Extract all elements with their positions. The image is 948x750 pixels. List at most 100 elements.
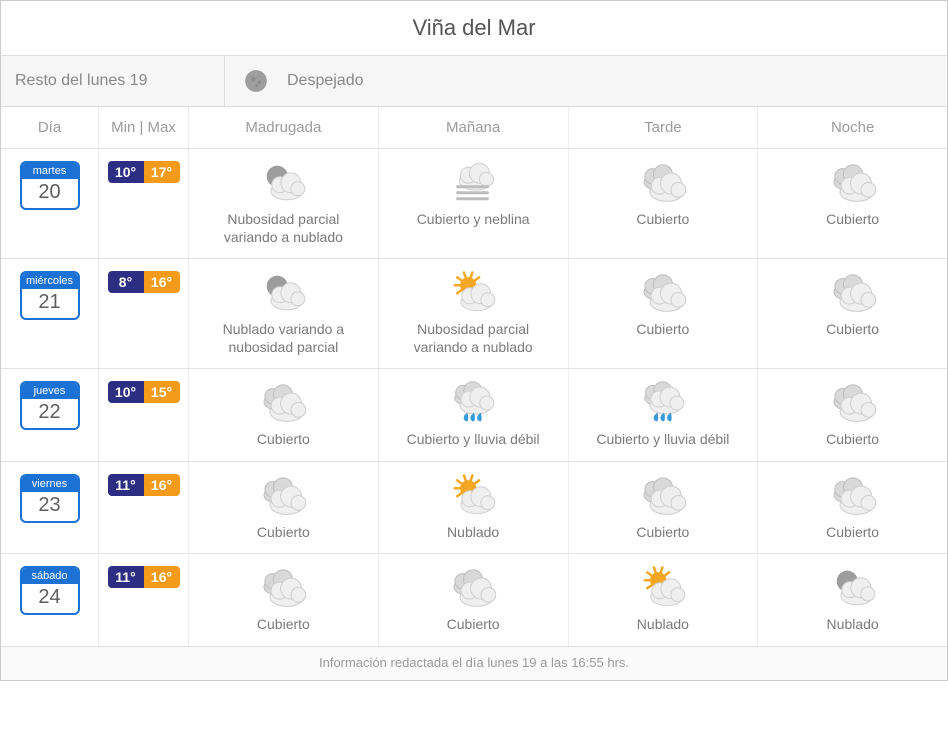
temp-min: 11° bbox=[108, 474, 144, 496]
temp-max: 15° bbox=[144, 381, 180, 403]
header-part-2: Tarde bbox=[569, 107, 759, 148]
temp-min: 10° bbox=[108, 381, 144, 403]
date-dow: viernes bbox=[22, 476, 78, 492]
forecast-row: martes 20 10° 17° Nubosidad parcial vari… bbox=[1, 149, 947, 259]
sun-cloud-icon bbox=[383, 267, 564, 317]
day-cell: miércoles 21 bbox=[1, 259, 99, 368]
overcast-icon bbox=[762, 470, 943, 520]
daypart-cell: Cubierto bbox=[569, 259, 759, 368]
daypart-desc: Nublado variando a nubosidad parcial bbox=[193, 317, 374, 356]
date-chip: sábado 24 bbox=[20, 566, 80, 615]
date-num: 23 bbox=[22, 492, 78, 521]
overcast-icon bbox=[573, 470, 754, 520]
current-condition-label: Despejado bbox=[287, 72, 364, 90]
sun-cloud-icon bbox=[573, 562, 754, 612]
daypart-cell: Cubierto y neblina bbox=[379, 149, 569, 258]
temp-cell: 10° 15° bbox=[99, 369, 189, 461]
date-num: 21 bbox=[22, 289, 78, 318]
temp-cell: 11° 16° bbox=[99, 462, 189, 554]
forecast-row: miércoles 21 8° 16° Nublado variando a n… bbox=[1, 259, 947, 369]
temp-min: 8° bbox=[108, 271, 144, 293]
daypart-cell: Cubierto bbox=[758, 259, 947, 368]
forecast-header-row: Día Min | Max Madrugada Mañana Tarde Noc… bbox=[1, 107, 947, 149]
daypart-cell: Cubierto bbox=[569, 462, 759, 554]
forecast-row: jueves 22 10° 15° Cubierto bbox=[1, 369, 947, 462]
daypart-desc: Nublado bbox=[762, 612, 943, 634]
day-cell: sábado 24 bbox=[1, 554, 99, 646]
overcast-icon bbox=[573, 157, 754, 207]
day-cell: martes 20 bbox=[1, 149, 99, 258]
rain-icon bbox=[573, 377, 754, 427]
date-dow: miércoles bbox=[22, 273, 78, 289]
day-cell: jueves 22 bbox=[1, 369, 99, 461]
daypart-desc: Cubierto bbox=[762, 207, 943, 229]
temp-max: 16° bbox=[144, 271, 180, 293]
overcast-icon bbox=[193, 470, 374, 520]
date-chip: viernes 23 bbox=[20, 474, 80, 523]
daypart-desc: Cubierto bbox=[762, 427, 943, 449]
weather-widget: Viña del Mar Resto del lunes 19 Despejad… bbox=[0, 0, 948, 681]
forecast-days: martes 20 10° 17° Nubosidad parcial vari… bbox=[1, 149, 947, 646]
temp-min: 11° bbox=[108, 566, 144, 588]
date-chip: jueves 22 bbox=[20, 381, 80, 430]
overcast-icon bbox=[383, 562, 564, 612]
date-chip: miércoles 21 bbox=[20, 271, 80, 320]
header-part-0: Madrugada bbox=[189, 107, 379, 148]
overcast-icon bbox=[573, 267, 754, 317]
temp-chip: 8° 16° bbox=[108, 271, 180, 293]
daypart-desc: Cubierto bbox=[193, 427, 374, 449]
header-part-3: Noche bbox=[758, 107, 947, 148]
daypart-cell: Cubierto bbox=[379, 554, 569, 646]
date-dow: sábado bbox=[22, 568, 78, 584]
overcast-icon bbox=[762, 267, 943, 317]
current-condition: Despejado bbox=[225, 56, 947, 106]
temp-max: 17° bbox=[144, 161, 180, 183]
daypart-cell: Nublado bbox=[379, 462, 569, 554]
daypart-cell: Nublado bbox=[569, 554, 759, 646]
daypart-cell: Cubierto bbox=[569, 149, 759, 258]
daypart-desc: Nubosidad parcial variando a nublado bbox=[383, 317, 564, 356]
day-cell: viernes 23 bbox=[1, 462, 99, 554]
current-conditions-row: Resto del lunes 19 Despejado bbox=[1, 56, 947, 107]
daypart-desc: Cubierto bbox=[383, 612, 564, 634]
footer-note: Información redactada el día lunes 19 a … bbox=[1, 646, 947, 680]
forecast-row: viernes 23 11° 16° Cubierto Nublado bbox=[1, 462, 947, 555]
daypart-desc: Cubierto bbox=[762, 520, 943, 542]
temp-chip: 11° 16° bbox=[108, 566, 180, 588]
daypart-cell: Nubosidad parcial variando a nublado bbox=[189, 149, 379, 258]
moon-icon bbox=[239, 64, 273, 98]
daypart-desc: Cubierto bbox=[762, 317, 943, 339]
daypart-cell: Cubierto bbox=[189, 554, 379, 646]
daypart-desc: Nublado bbox=[573, 612, 754, 634]
date-chip: martes 20 bbox=[20, 161, 80, 210]
sun-cloud-icon bbox=[383, 470, 564, 520]
daypart-cell: Cubierto bbox=[758, 369, 947, 461]
temp-chip: 10° 15° bbox=[108, 381, 180, 403]
daypart-cell: Nublado bbox=[758, 554, 947, 646]
overcast-icon bbox=[762, 157, 943, 207]
moon-cloud-icon bbox=[762, 562, 943, 612]
date-num: 24 bbox=[22, 584, 78, 613]
daypart-cell: Cubierto bbox=[758, 149, 947, 258]
header-minmax: Min | Max bbox=[99, 107, 189, 148]
date-dow: martes bbox=[22, 163, 78, 179]
daypart-cell: Cubierto bbox=[758, 462, 947, 554]
overcast-icon bbox=[193, 377, 374, 427]
daypart-desc: Cubierto bbox=[573, 207, 754, 229]
moon-cloud-icon bbox=[193, 157, 374, 207]
temp-min: 10° bbox=[108, 161, 144, 183]
temp-cell: 8° 16° bbox=[99, 259, 189, 368]
daypart-desc: Cubierto bbox=[573, 317, 754, 339]
daypart-desc: Nubosidad parcial variando a nublado bbox=[193, 207, 374, 246]
date-dow: jueves bbox=[22, 383, 78, 399]
daypart-desc: Cubierto bbox=[193, 612, 374, 634]
date-num: 20 bbox=[22, 179, 78, 208]
temp-max: 16° bbox=[144, 566, 180, 588]
daypart-cell: Cubierto bbox=[189, 462, 379, 554]
daypart-desc: Cubierto y neblina bbox=[383, 207, 564, 229]
daypart-desc: Nublado bbox=[383, 520, 564, 542]
daypart-cell: Cubierto y lluvia débil bbox=[379, 369, 569, 461]
forecast-row: sábado 24 11° 16° Cubierto bbox=[1, 554, 947, 646]
daypart-cell: Nublado variando a nubosidad parcial bbox=[189, 259, 379, 368]
temp-chip: 11° 16° bbox=[108, 474, 180, 496]
